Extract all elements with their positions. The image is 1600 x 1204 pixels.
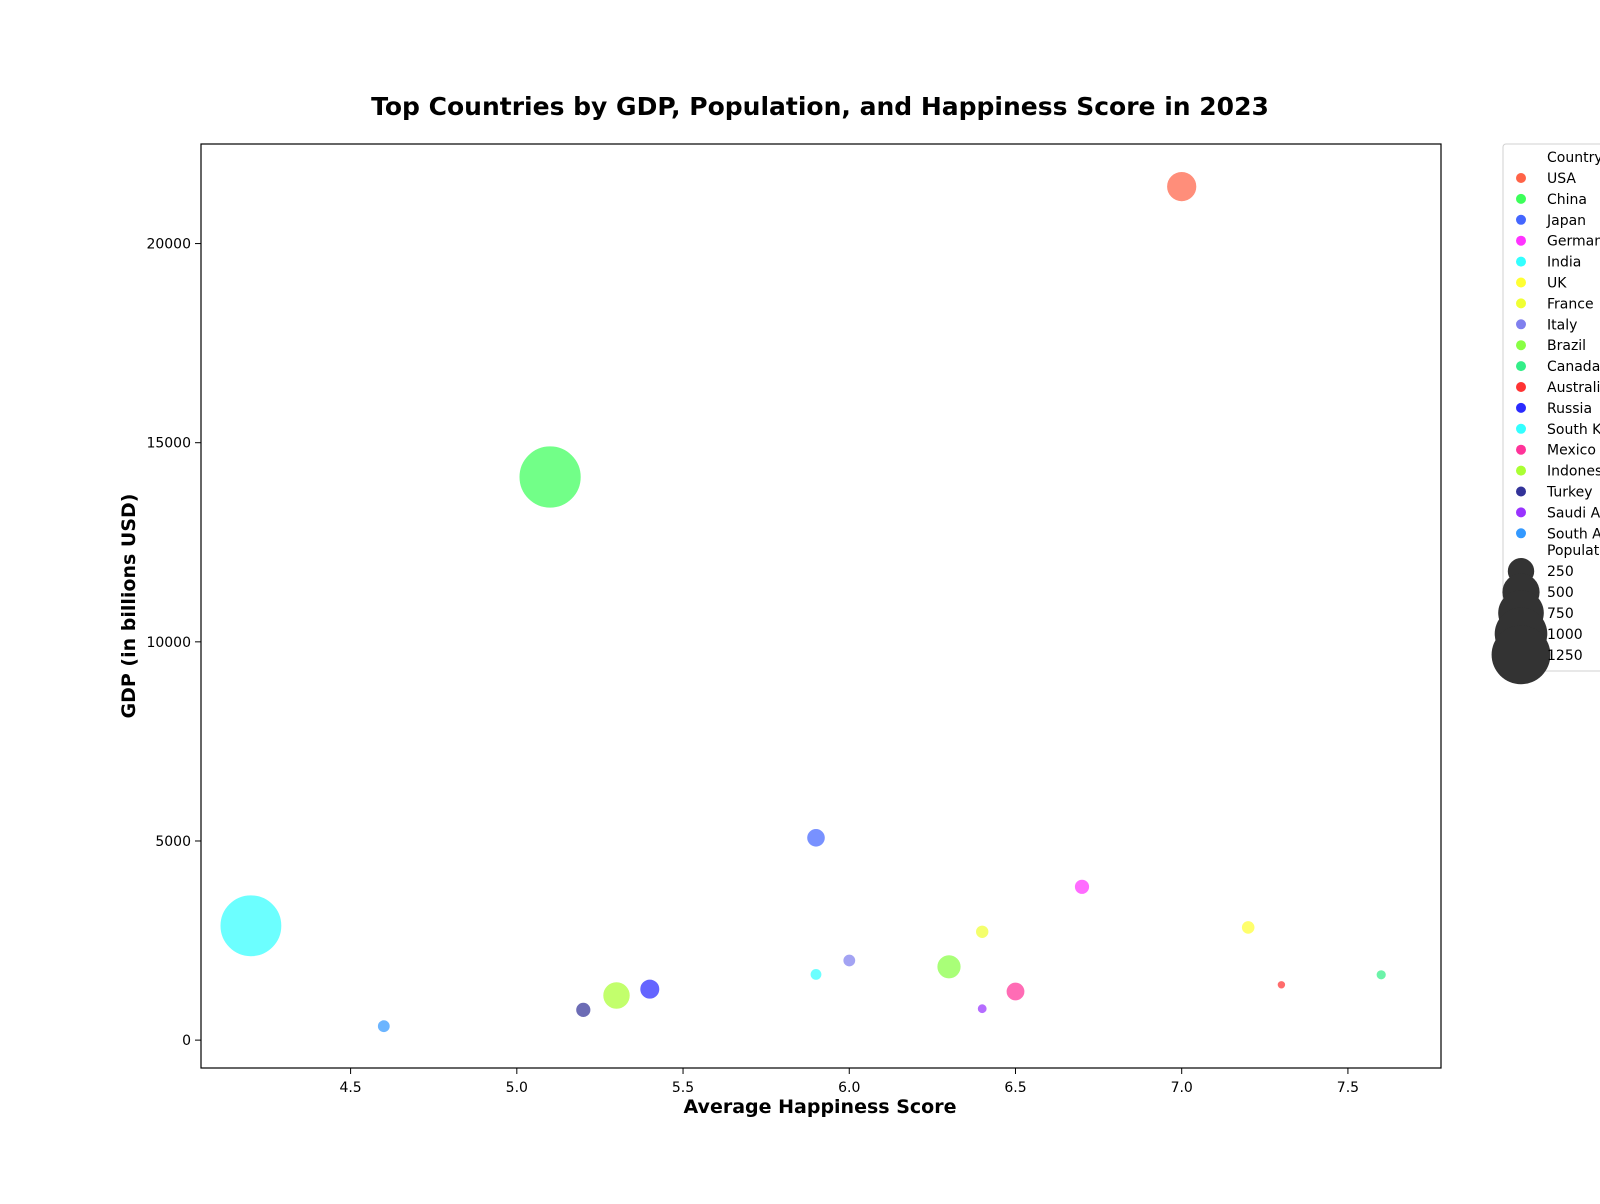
data-point bbox=[1276, 980, 1287, 990]
legend-title-country: Country bbox=[1547, 150, 1600, 166]
x-tick-label: 6.5 bbox=[1004, 1080, 1026, 1096]
data-point bbox=[602, 981, 631, 1010]
legend-marker bbox=[1516, 444, 1526, 455]
data-point bbox=[936, 954, 962, 980]
legend-label: Italy bbox=[1547, 317, 1577, 333]
legend-label: USA bbox=[1547, 171, 1576, 187]
data-point bbox=[976, 1003, 988, 1015]
data-point bbox=[1375, 969, 1387, 981]
legend-marker bbox=[1516, 382, 1526, 392]
legend-label: Mexico bbox=[1547, 443, 1596, 459]
legend-label: India bbox=[1547, 255, 1581, 271]
legend-marker bbox=[1516, 528, 1526, 539]
data-point bbox=[575, 1001, 592, 1019]
data-point bbox=[842, 953, 857, 968]
legend-marker bbox=[1516, 298, 1526, 309]
chart-title: Top Countries by GDP, Population, and Ha… bbox=[371, 92, 1269, 121]
x-tick-label: 4.5 bbox=[339, 1080, 361, 1096]
legend-marker bbox=[1516, 256, 1526, 267]
data-point bbox=[809, 968, 823, 981]
legend-size-marker bbox=[1491, 625, 1551, 685]
x-tick-label: 5.5 bbox=[672, 1080, 694, 1096]
legend-marker bbox=[1516, 235, 1526, 246]
legend-marker bbox=[1516, 465, 1526, 476]
legend-label: Brazil bbox=[1547, 338, 1586, 354]
legend: Country USA China Japan German India UK France I… bbox=[1491, 143, 1600, 685]
legend-label: Australi bbox=[1547, 380, 1600, 396]
legend-label: Indones bbox=[1547, 464, 1600, 480]
legend-size-label: 250 bbox=[1547, 564, 1574, 580]
data-point bbox=[518, 445, 582, 509]
axes-layer: 4.5 5.0 5.5 6.0 6.5 7.0 7.5 0 5000 10000 15000 2000… bbox=[146, 237, 1359, 1096]
legend-label: Japan bbox=[1546, 213, 1586, 229]
legend-marker bbox=[1516, 507, 1526, 518]
data-point bbox=[975, 924, 990, 939]
y-tick-label: 0 bbox=[182, 1033, 191, 1049]
legend-label: France bbox=[1547, 296, 1594, 312]
legend-size-label: 500 bbox=[1547, 585, 1574, 601]
legend-frame bbox=[1502, 143, 1600, 672]
legend-label: China bbox=[1547, 192, 1587, 208]
legend-marker bbox=[1516, 340, 1526, 351]
legend-size-label: 750 bbox=[1547, 606, 1574, 622]
legend-size-label: 1250 bbox=[1547, 648, 1583, 664]
legend-marker bbox=[1516, 361, 1526, 372]
y-tick-label: 10000 bbox=[146, 635, 191, 651]
legend-label: UK bbox=[1547, 276, 1567, 292]
legend-label: South K bbox=[1547, 422, 1600, 438]
x-tick-label: 6.0 bbox=[838, 1080, 860, 1096]
data-point bbox=[1240, 920, 1256, 935]
y-tick-label: 15000 bbox=[146, 436, 191, 452]
legend-marker bbox=[1516, 402, 1526, 413]
legend-label: Canada bbox=[1547, 359, 1600, 375]
data-point bbox=[376, 1019, 391, 1034]
plot-frame bbox=[200, 143, 1442, 1069]
data-point bbox=[806, 828, 826, 848]
x-tick-label: 7.0 bbox=[1171, 1080, 1193, 1096]
legend-label: South A bbox=[1547, 526, 1600, 542]
legend-label: Saudi A bbox=[1547, 505, 1600, 521]
x-tick-label: 7.5 bbox=[1337, 1080, 1359, 1096]
legend-marker bbox=[1516, 277, 1526, 288]
legend-label: German bbox=[1547, 234, 1600, 250]
x-axis-label: Average Happiness Score bbox=[684, 1096, 957, 1118]
data-point bbox=[1073, 878, 1091, 895]
legend-marker bbox=[1516, 173, 1526, 183]
y-tick-label: 20000 bbox=[146, 237, 191, 253]
legend-label: Russia bbox=[1547, 401, 1592, 417]
legend-label: Turkey bbox=[1546, 485, 1593, 501]
y-axis-label: GDP (in billions USD) bbox=[118, 494, 140, 719]
legend-marker bbox=[1516, 486, 1526, 497]
marks-layer bbox=[219, 171, 1387, 1034]
legend-marker bbox=[1516, 193, 1526, 204]
data-point bbox=[1005, 981, 1026, 1002]
legend-size-label: 1000 bbox=[1547, 627, 1583, 643]
legend-marker bbox=[1516, 319, 1526, 330]
y-tick-label: 5000 bbox=[155, 834, 191, 850]
legend-marker bbox=[1516, 214, 1526, 225]
legend-title-population: Populati bbox=[1547, 543, 1600, 559]
legend-marker bbox=[1516, 423, 1526, 434]
x-tick-label: 5.0 bbox=[506, 1080, 528, 1096]
data-point bbox=[639, 978, 661, 1000]
data-point bbox=[1166, 171, 1198, 203]
data-point bbox=[219, 894, 283, 958]
